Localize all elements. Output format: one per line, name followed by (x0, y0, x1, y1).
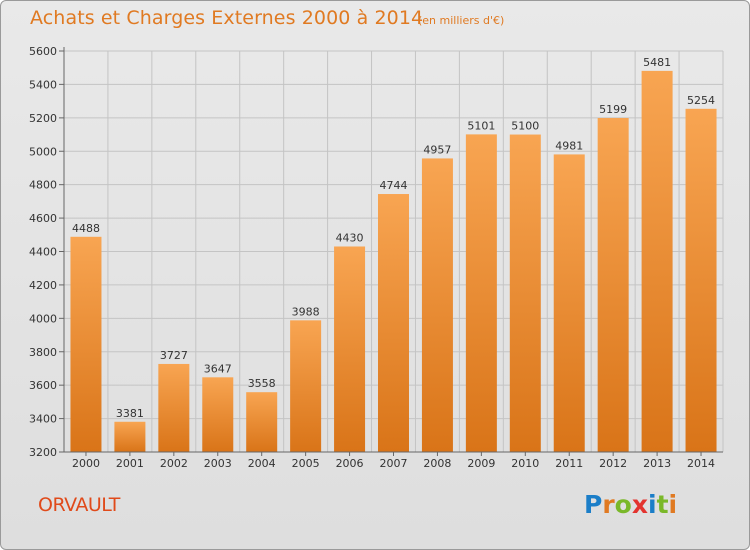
x-tick-label: 2003 (204, 457, 232, 470)
logo-letter: P (584, 490, 603, 519)
data-label: 4488 (72, 222, 100, 235)
y-tick-label: 5600 (29, 45, 57, 58)
bar (334, 246, 366, 452)
y-tick-label: 4400 (29, 246, 57, 259)
logo-letter: r (602, 490, 615, 519)
data-label: 3381 (116, 407, 144, 420)
logo-letter: i (648, 490, 657, 519)
bar (597, 118, 629, 452)
bar (553, 154, 585, 453)
logo-letter: o (614, 490, 632, 519)
bar (70, 236, 102, 452)
y-tick-label: 4600 (29, 212, 57, 225)
x-tick-label: 2014 (687, 457, 715, 470)
bar (421, 158, 453, 453)
data-label: 4981 (555, 139, 583, 152)
data-label: 5254 (687, 94, 715, 107)
data-label: 3988 (292, 305, 320, 318)
logo-letter: t (656, 490, 669, 519)
labels: 3200 3400 3600 3800 4000 4200 4400 4600 4800 5000… (29, 45, 715, 470)
bar (246, 392, 278, 452)
x-tick-label: 2013 (643, 457, 671, 470)
x-tick-label: 2000 (72, 457, 100, 470)
x-tick-label: 2012 (599, 457, 627, 470)
logo-letter: x (631, 490, 648, 519)
x-tick-label: 2008 (423, 457, 451, 470)
data-label: 5481 (643, 56, 671, 69)
y-tick-label: 4000 (29, 312, 57, 325)
x-tick-label: 2002 (160, 457, 188, 470)
y-tick-label: 5000 (29, 145, 57, 158)
y-tick-label: 3400 (29, 413, 57, 426)
data-label: 3647 (204, 362, 232, 375)
bar (378, 194, 409, 453)
x-tick-label: 2010 (511, 457, 539, 470)
y-tick-label: 3600 (29, 379, 57, 392)
y-tick-label: 5400 (29, 78, 57, 91)
x-tick-label: 2009 (467, 457, 495, 470)
data-label: 4744 (380, 179, 408, 192)
x-tick-label: 2006 (336, 457, 364, 470)
commune-name: ORVAULT (38, 494, 120, 516)
bar (202, 377, 234, 452)
bar (465, 134, 497, 453)
y-tick-label: 4200 (29, 279, 57, 292)
axes (59, 47, 723, 456)
bar (509, 134, 541, 452)
y-tick-label: 5200 (29, 112, 57, 125)
chart-title: Achats et Charges Externes 2000 à 2014 (30, 7, 424, 29)
bar (158, 363, 190, 452)
chart-subtitle: (en milliers d'€) (418, 14, 505, 27)
proxiti-logo: Proxiti (584, 490, 677, 519)
data-label: 5101 (467, 119, 495, 132)
bars (70, 70, 717, 453)
x-tick-label: 2004 (248, 457, 276, 470)
data-label: 3558 (248, 377, 276, 390)
data-label: 5199 (599, 103, 627, 116)
data-label: 5100 (511, 120, 539, 133)
data-label: 4957 (423, 143, 451, 156)
bar (114, 421, 146, 452)
bar (685, 108, 717, 452)
data-label: 4430 (336, 231, 364, 244)
x-tick-label: 2007 (380, 457, 408, 470)
x-tick-label: 2005 (292, 457, 320, 470)
bar (641, 70, 673, 452)
y-tick-label: 3800 (29, 346, 57, 359)
logo-letter: i (668, 490, 678, 519)
bar (290, 320, 322, 452)
y-tick-label: 3200 (29, 446, 57, 459)
data-label: 3727 (160, 349, 188, 362)
x-tick-label: 2011 (555, 457, 583, 470)
x-tick-label: 2001 (116, 457, 144, 470)
y-tick-label: 4800 (29, 179, 57, 192)
